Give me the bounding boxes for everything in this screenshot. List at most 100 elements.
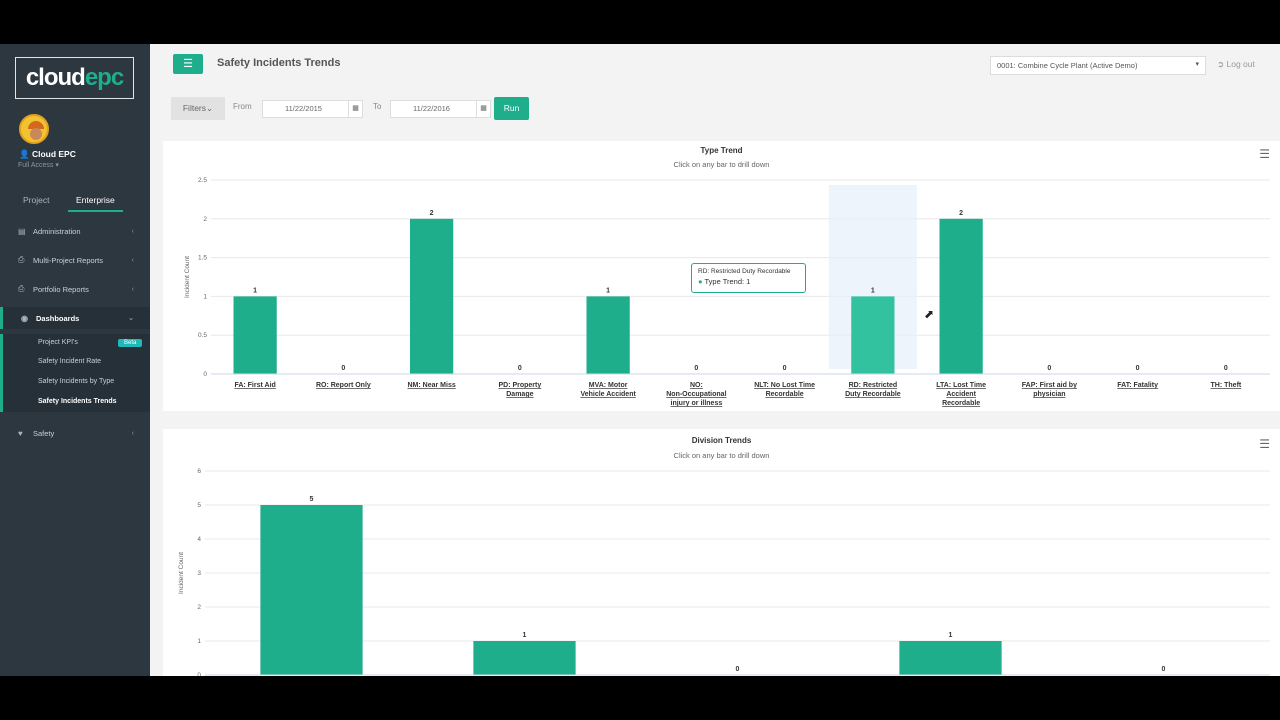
access-dropdown[interactable]: Full Access ▾ <box>18 162 59 169</box>
data-label: 1 <box>523 632 527 639</box>
calendar-icon[interactable]: ▦ <box>476 101 490 117</box>
data-label: 0 <box>1162 666 1166 673</box>
bar[interactable] <box>939 218 983 374</box>
x-tick-label[interactable]: PD: Property <box>498 382 541 389</box>
data-label: 1 <box>871 287 875 294</box>
y-tick-label: 4 <box>197 536 201 543</box>
sidebar-item-dashboards[interactable]: ◉ Dashboards ⌄ <box>0 307 150 329</box>
bar[interactable] <box>586 296 630 374</box>
sidebar-item-portfolio-reports[interactable]: ⎙ Portfolio Reports ‹ <box>18 284 134 294</box>
sidebar: cloud epc 👤 Cloud EPC Full Access ▾ Proje… <box>0 44 150 676</box>
caret-down-icon: ▾ <box>1195 61 1199 68</box>
sidebar-item-safety[interactable]: ♥ Safety ‹ <box>18 428 134 438</box>
menu-toggle-button[interactable]: ☰ <box>173 54 203 74</box>
beta-badge: Beta <box>118 339 143 347</box>
sidebar-subitem-safety-incidents-by-type[interactable]: Safety Incidents by Type <box>38 378 115 385</box>
x-tick-label[interactable]: Recordable <box>766 391 804 398</box>
run-button[interactable]: Run <box>494 97 529 120</box>
chart-subtitle: Click on any bar to drill down <box>673 451 770 460</box>
x-tick-label[interactable]: NM: Near Miss <box>408 382 456 389</box>
dashboards-submenu <box>0 334 150 412</box>
chevron-left-icon: ‹ <box>131 256 134 264</box>
y-tick-label: 0 <box>197 672 201 676</box>
x-tick-label[interactable]: RD: Restricted <box>849 382 898 389</box>
y-tick-label: 2 <box>197 604 201 611</box>
data-label: 0 <box>694 365 698 372</box>
x-tick-label[interactable]: Accident <box>946 391 976 398</box>
to-label: To <box>373 102 382 111</box>
sidebar-subitem-safety-incident-rate[interactable]: Safety Incident Rate <box>38 358 102 365</box>
chart-title: Type Trend <box>700 146 743 155</box>
bar[interactable] <box>233 296 277 374</box>
bar[interactable] <box>260 505 363 675</box>
mouse-cursor-icon: ⬈ <box>924 307 935 321</box>
y-tick-label: 3 <box>197 570 201 577</box>
data-label: 0 <box>1047 365 1051 372</box>
heartbeat-icon: ♥ <box>18 428 23 438</box>
x-tick-label[interactable]: MVA: Motor <box>589 382 628 389</box>
x-tick-label[interactable]: Recordable <box>942 400 980 407</box>
chart-tooltip: RD: Restricted Duty Recordable ● Type Tre… <box>691 263 806 293</box>
y-tick-label: 0.5 <box>198 332 207 339</box>
data-label: 2 <box>959 210 963 217</box>
y-axis-label: Incident Count <box>184 256 191 298</box>
chevron-left-icon: ‹ <box>131 429 134 437</box>
user-name: 👤 Cloud EPC <box>19 149 76 159</box>
x-tick-label[interactable]: TH: Theft <box>1211 382 1242 389</box>
x-tick-label[interactable]: NLT: No Lost Time <box>754 382 815 389</box>
data-label: 0 <box>1136 365 1140 372</box>
from-date-input[interactable]: 11/22/2015 ▦ <box>262 100 363 118</box>
y-tick-label: 2.5 <box>198 177 207 184</box>
chart-subtitle: Click on any bar to drill down <box>673 160 770 169</box>
sidebar-item-multi-project-reports[interactable]: ⎙ Multi-Project Reports ‹ <box>18 255 134 265</box>
x-tick-label[interactable]: FA: First Aid <box>234 382 275 389</box>
x-tick-label[interactable]: Damage <box>506 391 533 398</box>
avatar <box>19 114 49 144</box>
sidebar-subitem-project-kpis[interactable]: Project KPI's <box>38 339 78 346</box>
x-tick-label[interactable]: FAT: Fatality <box>1117 382 1158 389</box>
x-tick-label[interactable]: RO: Report Only <box>316 382 371 389</box>
filters-button[interactable]: Filters⌄ <box>171 97 225 120</box>
chevron-down-icon: ⌄ <box>128 315 134 322</box>
chevron-down-icon: ⌄ <box>206 103 214 113</box>
x-tick-label[interactable]: Vehicle Accident <box>580 391 636 398</box>
to-date-input[interactable]: 11/22/2016 ▦ <box>390 100 491 118</box>
y-axis-label: Incident Count <box>178 552 185 594</box>
calendar-icon[interactable]: ▦ <box>348 101 362 117</box>
logout-link[interactable]: ➲ Log out <box>1217 59 1255 69</box>
x-tick-label[interactable]: NO: <box>690 382 703 389</box>
sidebar-subitem-safety-incidents-trends[interactable]: Safety Incidents Trends <box>38 398 117 405</box>
y-tick-label: 1.5 <box>198 255 207 262</box>
bar[interactable] <box>851 296 895 374</box>
sidebar-item-administration[interactable]: ▤ Administration ‹ <box>18 226 134 236</box>
data-label: 1 <box>606 287 610 294</box>
cloudepc-logo[interactable]: cloud epc <box>15 57 134 99</box>
data-label: 0 <box>736 666 740 673</box>
bar[interactable] <box>899 641 1002 675</box>
data-label: 1 <box>949 632 953 639</box>
plant-select[interactable]: 0001: Combine Cycle Plant (Active Demo) ▾ <box>990 56 1206 75</box>
x-tick-label[interactable]: injury or illness <box>671 400 723 407</box>
dashboard-icon: ◉ <box>21 313 28 323</box>
y-tick-label: 1 <box>197 638 201 645</box>
chart-menu-icon[interactable]: ☰ <box>1259 437 1270 451</box>
x-tick-label[interactable]: FAP: First aid by <box>1022 382 1077 389</box>
y-tick-label: 2 <box>203 216 207 223</box>
chart-menu-icon[interactable]: ☰ <box>1259 147 1270 161</box>
tab-project[interactable]: Project <box>23 195 50 205</box>
chart-title: Division Trends <box>691 436 752 445</box>
series-dot-icon: ● <box>698 277 703 286</box>
bar[interactable] <box>410 218 454 374</box>
tab-enterprise[interactable]: Enterprise <box>68 192 123 212</box>
bar[interactable] <box>473 641 576 675</box>
x-tick-label[interactable]: Non-Occupational <box>666 391 726 398</box>
from-label: From <box>233 102 252 111</box>
x-tick-label[interactable]: LTA: Lost Time <box>936 382 986 389</box>
y-tick-label: 1 <box>203 293 207 300</box>
data-label: 0 <box>1224 365 1228 372</box>
data-label: 0 <box>518 365 522 372</box>
x-tick-label[interactable]: Duty Recordable <box>845 391 901 398</box>
logout-icon: ➲ <box>1217 59 1225 69</box>
y-tick-label: 0 <box>203 371 207 378</box>
x-tick-label[interactable]: physician <box>1033 391 1065 398</box>
